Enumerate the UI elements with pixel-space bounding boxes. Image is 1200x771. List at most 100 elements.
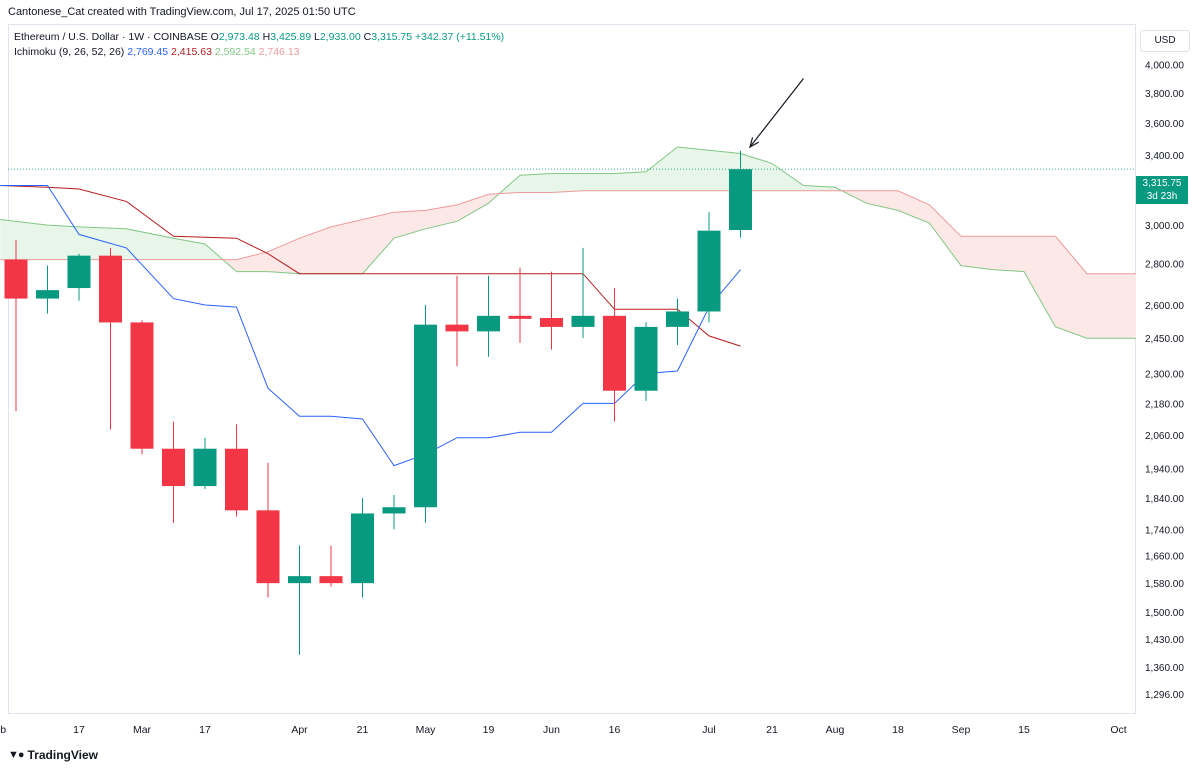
countdown-value: 3d 23h (1146, 191, 1178, 202)
open-value: 2,973.48 (218, 31, 260, 43)
candle-body (477, 315, 500, 332)
price-tick-label: 3,600.00 (1145, 119, 1184, 130)
cloud-segment (520, 173, 552, 193)
time-tick-label: May (416, 724, 437, 736)
cloud-segment (126, 228, 174, 260)
low-label: L (314, 31, 320, 43)
price-tick-label: 3,800.00 (1145, 89, 1184, 100)
cloud-segment (677, 147, 709, 191)
cloud-segment (772, 163, 804, 191)
currency-button[interactable]: USD (1140, 30, 1190, 52)
time-tick-label: Sep (952, 724, 971, 736)
time-tick-label: 21 (357, 724, 369, 736)
price-tick-label: 1,840.00 (1145, 494, 1184, 505)
candle-body (4, 259, 28, 299)
cloud-segment (173, 238, 205, 260)
candle-body (634, 326, 658, 391)
price-axis-background (1136, 24, 1200, 714)
cloud-segment (961, 236, 993, 270)
candle-body (729, 169, 752, 231)
kijun-value: 2,415.63 (171, 46, 212, 58)
ichimoku-label[interactable]: Ichimoku (9, 26, 52, 26) (14, 46, 125, 58)
time-tick-label: Apr (291, 724, 308, 736)
cloud-segment (614, 171, 646, 191)
cloud-segment (803, 185, 835, 191)
time-tick-label: Jun (543, 724, 560, 736)
price-tick-label: 2,180.00 (1145, 399, 1184, 410)
price-tick-label: 2,600.00 (1145, 301, 1184, 312)
price-axis: 4,000.00 3,800.00 3,600.00 3,400.00 3,000.00… (1136, 24, 1200, 714)
candle-body (256, 510, 280, 584)
candle-body (508, 315, 532, 319)
candle-body (193, 448, 217, 487)
ichimoku-lines (0, 146, 1150, 467)
span-b-value: 2,746.13 (258, 46, 300, 58)
open-label: O (210, 31, 219, 43)
low-value: 2,933.00 (319, 31, 361, 43)
ohlc-row: Ethereum / U.S. Dollar · 1W · COINBASE O… (14, 30, 504, 45)
span-a-value: 2,592.54 (214, 46, 256, 58)
candle-body (162, 448, 185, 487)
time-tick-label: 17 (73, 724, 85, 736)
cloud-segment (47, 225, 79, 260)
cloud-segment (1024, 236, 1056, 327)
high-value: 3,425.89 (270, 31, 312, 43)
tradingview-brand[interactable]: ▼● TradingView (8, 748, 98, 762)
cloud-segment (331, 219, 363, 274)
ichimoku-row: Ichimoku (9, 26, 52, 26) 2,769.45 2,415.… (14, 45, 504, 60)
cloud-segment (0, 219, 48, 260)
change-value: +342.37 (+11.51%) (415, 31, 505, 43)
senkou-span-a-line (0, 146, 1150, 339)
time-tick-label: 16 (609, 724, 621, 736)
cloud-segment (362, 212, 394, 274)
cloud-segment (992, 236, 1024, 272)
close-label: C (363, 31, 372, 43)
candle-body (225, 448, 248, 511)
price-tick-label: 2,450.00 (1145, 334, 1184, 345)
annotation-arrow-head (749, 137, 759, 149)
price-tick-label: 1,430.00 (1145, 635, 1184, 646)
candles (4, 150, 752, 655)
candle-body (67, 255, 91, 289)
candle-body (36, 290, 59, 299)
price-tick-label: 2,800.00 (1145, 260, 1184, 271)
ichimoku-cloud (0, 147, 1150, 339)
cloud-segment (866, 190, 898, 211)
candle-body (130, 322, 154, 449)
time-tick-label: 21 (766, 724, 778, 736)
chart-legend: Ethereum / U.S. Dollar · 1W · COINBASE O… (14, 30, 504, 60)
time-tick-label: Aug (826, 724, 845, 736)
cloud-segment (646, 147, 678, 191)
cloud-segment (457, 194, 489, 222)
time-tick-label: 15 (1018, 724, 1030, 736)
time-axis: eb 17 Mar 17 Apr 21 May 19 Jun 16 Jul 21 Aug 18 Sep 15 O… (0, 724, 1127, 736)
price-tick-label: 1,660.00 (1145, 552, 1184, 563)
tenkan-value: 2,769.45 (127, 46, 169, 58)
candle-body (540, 318, 563, 327)
cloud-segment (898, 190, 930, 224)
time-tick-label: 17 (199, 724, 211, 736)
last-price-tag: 3,315.75 3d 23h (1136, 176, 1188, 204)
candle-body (99, 255, 122, 323)
symbol-label[interactable]: Ethereum / U.S. Dollar · 1W · COINBASE (14, 31, 208, 43)
time-tick-label: Jul (702, 724, 715, 736)
time-tick-label: eb (0, 724, 6, 736)
cloud-segment (268, 238, 300, 274)
cloud-segment (1055, 236, 1087, 339)
candle-body (351, 513, 374, 584)
time-tick-label: Mar (133, 724, 152, 736)
price-tick-label: 1,580.00 (1145, 579, 1184, 590)
price-tick-label: 4,000.00 (1145, 60, 1184, 71)
time-tick-label: 19 (483, 724, 495, 736)
time-tick-label: 18 (892, 724, 904, 736)
cloud-segment (236, 251, 268, 272)
price-tick-label: 1,500.00 (1145, 608, 1184, 619)
candle-body (571, 315, 595, 327)
candle-body (666, 311, 689, 327)
candle-body (288, 576, 311, 584)
price-tick-label: 1,940.00 (1145, 465, 1184, 476)
price-tick-label: 3,000.00 (1145, 221, 1184, 232)
tenkan-sen-line (0, 185, 741, 467)
candle-body (445, 324, 469, 332)
